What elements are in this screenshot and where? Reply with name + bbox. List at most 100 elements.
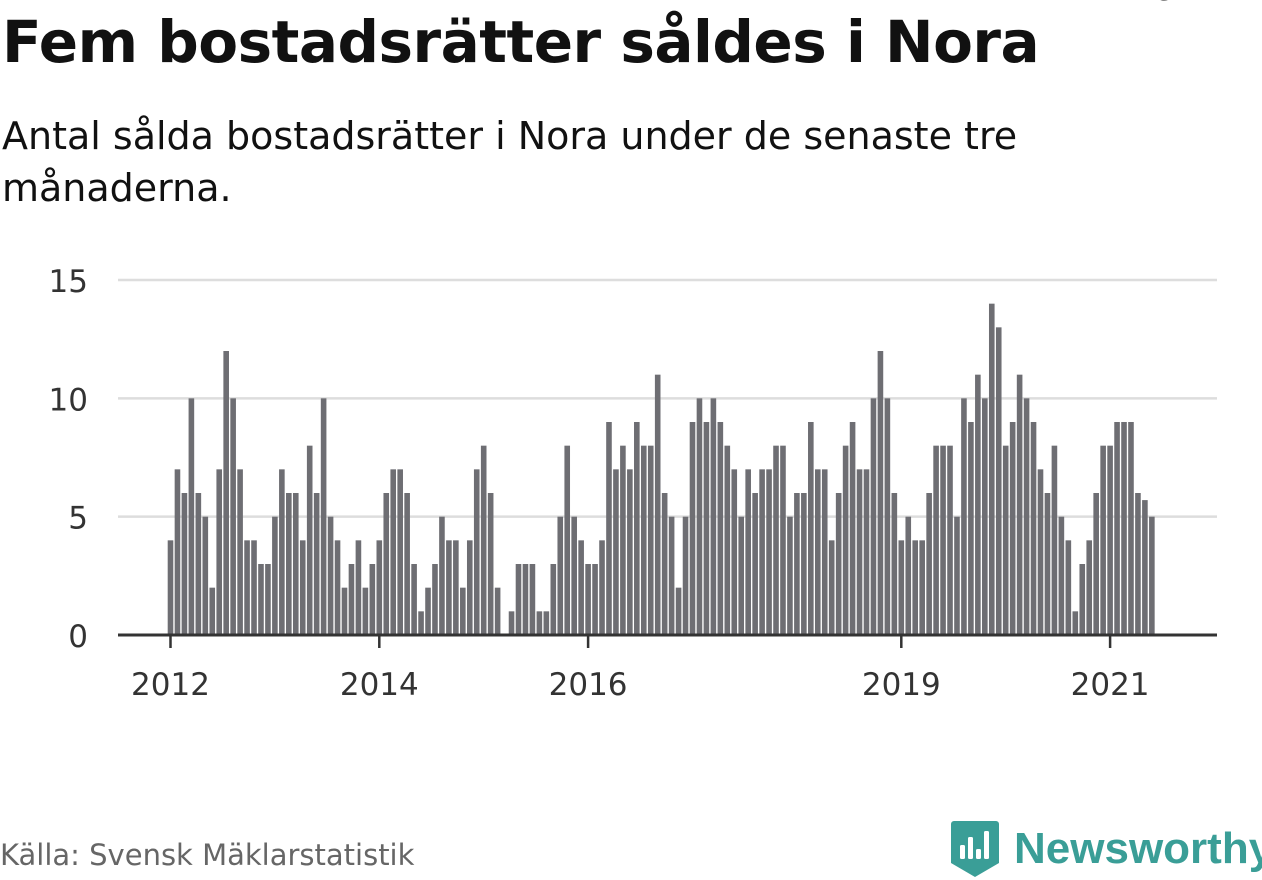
bar: [919, 540, 925, 635]
bar: [947, 445, 953, 635]
bar: [926, 493, 932, 635]
bar: [863, 469, 870, 635]
x-tick-label: 2019: [862, 667, 941, 703]
bar: [912, 540, 919, 635]
bar: [1149, 516, 1155, 635]
bar: [508, 611, 515, 635]
bar: [954, 516, 960, 635]
bar: [870, 398, 877, 635]
bar: [286, 493, 292, 635]
bar: [306, 445, 313, 635]
bar: [515, 564, 522, 635]
bar: [689, 422, 696, 635]
bar: [606, 422, 612, 635]
bar: [167, 540, 174, 635]
bar: [1093, 493, 1099, 635]
x-tick-label: 2014: [340, 667, 419, 703]
bar: [835, 493, 842, 635]
bar: [237, 469, 243, 635]
bar: [787, 516, 793, 635]
bar: [543, 611, 550, 635]
bar: [487, 493, 494, 635]
bar: [1044, 493, 1051, 635]
bar: [710, 398, 717, 635]
bar-chart: 0510152012201420162019202120235: [49, 0, 1217, 703]
bar: [439, 516, 445, 635]
source-label: Källa: Svensk Mäklarstatistik: [0, 838, 415, 872]
bar: [1135, 493, 1141, 635]
bar: [1065, 540, 1072, 635]
bar: [453, 540, 459, 635]
bar: [717, 422, 724, 635]
y-tick-label: 5: [68, 501, 88, 537]
bar: [432, 564, 438, 635]
chart-title: Fem bostadsrätter såldes i Nora: [2, 8, 1040, 76]
bar: [446, 540, 452, 635]
bar: [1079, 564, 1086, 635]
bar: [724, 445, 731, 635]
x-tick-label: 2016: [549, 667, 628, 703]
bar: [369, 564, 376, 635]
bar: [801, 493, 807, 635]
bar: [181, 493, 188, 635]
bar: [814, 469, 821, 635]
bar: [682, 516, 689, 635]
bar: [745, 469, 751, 635]
bar: [223, 351, 229, 635]
bar: [905, 516, 912, 635]
bar: [780, 445, 786, 635]
bar: [585, 564, 591, 635]
bar: [898, 540, 905, 635]
bar: [849, 422, 856, 635]
bar: [1002, 445, 1009, 635]
bar: [1037, 469, 1044, 635]
bar: [856, 469, 863, 635]
bar: [480, 445, 487, 635]
bar: [1016, 374, 1023, 635]
bar: [425, 587, 431, 635]
bar: [940, 445, 946, 635]
bar: [251, 540, 257, 635]
bar: [564, 445, 571, 635]
bar: [1030, 422, 1037, 635]
bar: [418, 611, 424, 635]
bar: [640, 445, 647, 635]
bar: [299, 540, 306, 635]
bar: [1051, 445, 1058, 635]
bar: [397, 469, 403, 635]
bar: [383, 493, 390, 635]
bar: [696, 398, 703, 635]
bar: [188, 398, 195, 635]
bar: [794, 493, 800, 635]
bar: [613, 469, 619, 635]
bar-chart-badge-icon: [951, 821, 999, 877]
bar: [634, 422, 640, 635]
bar: [202, 516, 209, 635]
bar: [258, 564, 264, 635]
bar: [599, 540, 605, 635]
bar: [884, 398, 891, 635]
bar: [738, 516, 745, 635]
bar: [522, 564, 529, 635]
bar: [327, 516, 334, 635]
bar: [376, 540, 383, 635]
bar: [933, 445, 939, 635]
bar: [731, 469, 738, 635]
bar: [703, 422, 710, 635]
bar: [529, 564, 536, 635]
bar: [961, 398, 967, 635]
bar: [1058, 516, 1065, 635]
bar: [341, 587, 348, 635]
bar: [571, 516, 577, 635]
bar: [661, 493, 668, 635]
y-tick-label: 10: [49, 382, 88, 418]
x-tick-label: 2012: [131, 667, 210, 703]
bar: [279, 469, 285, 635]
bar: [654, 374, 661, 635]
x-tick-label: 2021: [1071, 667, 1150, 703]
bar: [209, 587, 216, 635]
bar: [627, 469, 633, 635]
bar: [536, 611, 543, 635]
y-tick-label: 0: [68, 619, 88, 655]
bar: [1086, 540, 1093, 635]
